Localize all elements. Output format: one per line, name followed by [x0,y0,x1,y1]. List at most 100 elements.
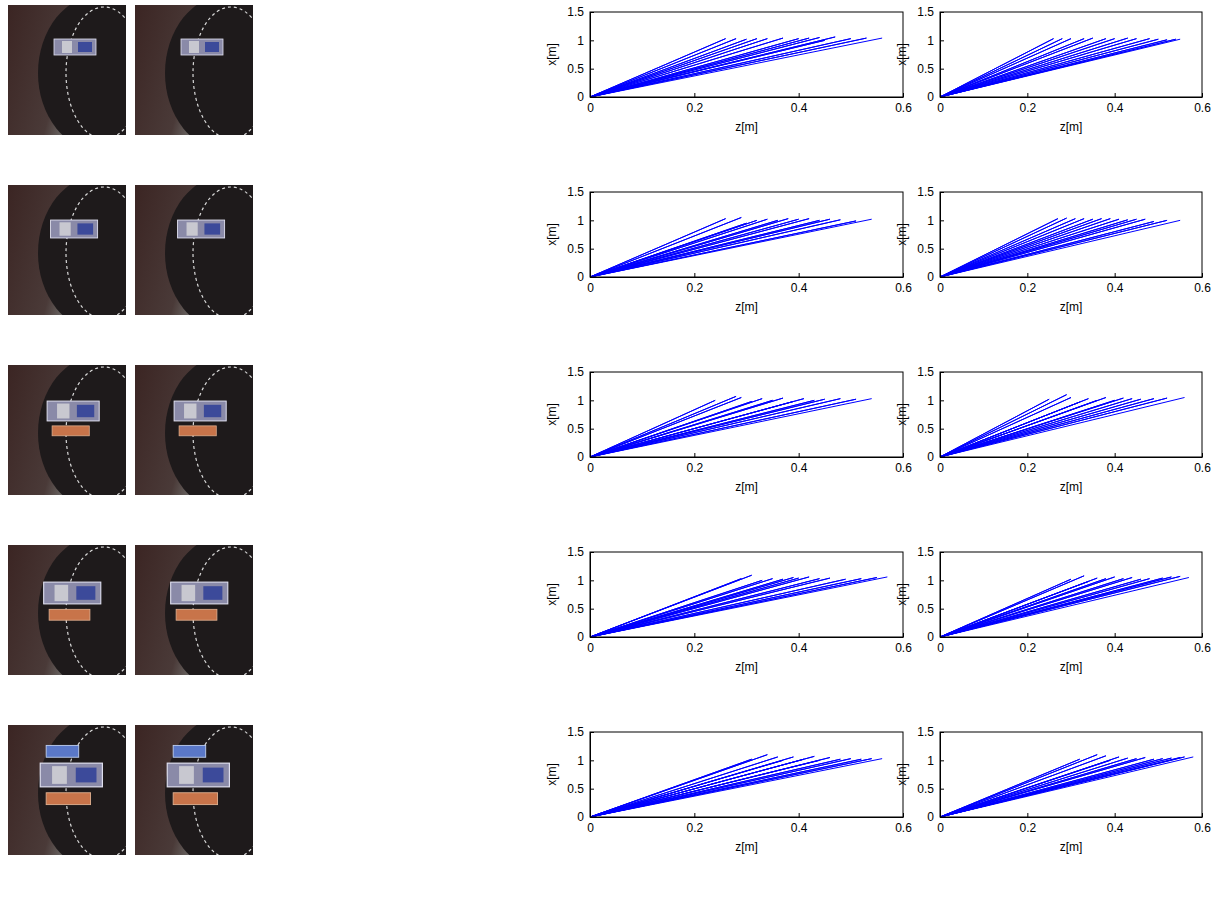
marks [940,38,1180,97]
x-tick-label: 0.4 [1107,641,1124,655]
y-tick-mark [590,249,594,250]
x-tick-label: 0.4 [791,461,808,475]
x-tick-mark [694,273,695,277]
y-tick-mark [590,400,594,401]
x-tick: 0.6 [895,633,912,655]
x-tick-label: 0 [587,281,594,295]
x-axis: 00.20.40.6 [937,813,1211,835]
x-tick-label: 0 [937,281,944,295]
y-tick: 0.5 [567,422,594,436]
y-tick-mark [940,277,944,278]
y-tick: 0 [577,270,594,284]
dish [165,5,253,135]
marks [590,396,872,457]
data-line [590,396,872,457]
marks [940,576,1189,637]
y-axis: 00.511.5 [917,5,944,104]
panel: 00.20.40.600.511.5z[m]x[m] [545,545,912,674]
photos [8,0,289,871]
marks [590,575,887,637]
y-tick-mark [590,372,594,373]
x-axis-line [941,277,1203,278]
x-tick-label: 0.2 [1019,281,1036,295]
x-axis-line [591,637,904,638]
y-tick: 0 [577,810,594,824]
data-line [590,37,882,97]
dish [165,725,253,855]
x-tick: 0.4 [1107,273,1124,295]
x-axis-line [941,457,1203,458]
x-tick-label: 0.2 [686,101,703,115]
y-tick-mark [940,429,944,430]
data-line [590,218,872,278]
x-tick-mark [903,93,904,97]
y-axis: 00.511.5 [917,185,944,284]
x-tick-label: 0.2 [686,821,703,835]
satellite [167,745,229,804]
y-tick-label: 1.5 [567,365,584,379]
y-axis: 00.511.5 [567,725,594,824]
plot-area [940,732,1202,817]
plot-frame [940,552,1202,637]
x-tick-label: 0.6 [895,821,912,835]
y-tick-mark [940,400,944,401]
y-tick-mark [590,12,594,13]
y-tick-mark [940,760,944,761]
dish [165,545,253,675]
x-tick-mark [799,273,800,277]
y-tick: 1 [927,754,944,768]
x-tick-label: 0.2 [1019,461,1036,475]
x-tick: 0.4 [791,813,808,835]
y-tick: 1.5 [567,5,594,19]
y-axis-line [940,13,941,98]
plot-area [590,12,903,97]
panel: 00.20.40.600.511.5z[m]x[m] [895,545,1211,674]
x-axis-line [941,817,1203,818]
plot-frame [590,12,903,97]
x-tick-mark [1202,93,1203,97]
x-tick-mark [903,453,904,457]
y-tick-label: 0.5 [567,62,584,76]
x-axis: 00.20.40.6 [937,93,1211,115]
y-tick: 1 [927,214,944,228]
y-tick-label: 0 [577,630,584,644]
y-tick-mark [590,789,594,790]
x-tick-mark [903,813,904,817]
x-tick: 0.4 [1107,93,1124,115]
plot-frame [940,732,1202,817]
x-tick-mark [1027,453,1028,457]
x-axis-title: z[m] [735,660,758,674]
plot-area [940,372,1202,457]
x-axis-title: z[m] [735,480,758,494]
y-axis-line [590,733,591,818]
y-tick-label: 0.5 [917,62,934,76]
data-line [590,755,882,817]
y-tick-label: 0.5 [917,242,934,256]
y-axis: 00.511.5 [917,725,944,824]
x-tick: 0.2 [686,273,703,295]
x-axis: 00.20.40.6 [587,453,912,475]
y-tick-label: 0.5 [917,782,934,796]
satellite [174,401,226,436]
x-tick: 0.2 [686,633,703,655]
x-tick-mark [1027,273,1028,277]
x-axis-line [591,817,904,818]
y-tick-label: 1.5 [567,545,584,559]
y-tick: 1 [927,574,944,588]
y-axis: 00.511.5 [567,545,594,644]
y-tick-mark [940,12,944,13]
y-tick-mark [940,249,944,250]
y-tick: 1 [577,394,594,408]
y-tick-mark [940,457,944,458]
x-axis-line [941,97,1203,98]
dish-rim [193,187,253,315]
x-tick: 0.6 [1194,453,1211,475]
x-axis: 00.20.40.6 [937,633,1211,655]
data-line [940,218,1180,277]
x-axis-title: z[m] [735,840,758,854]
y-tick: 0.5 [567,782,594,796]
y-tick-label: 1.5 [917,185,934,199]
y-axis: 00.511.5 [567,5,594,104]
x-tick-mark [1115,93,1116,97]
y-tick: 1.5 [917,5,944,19]
